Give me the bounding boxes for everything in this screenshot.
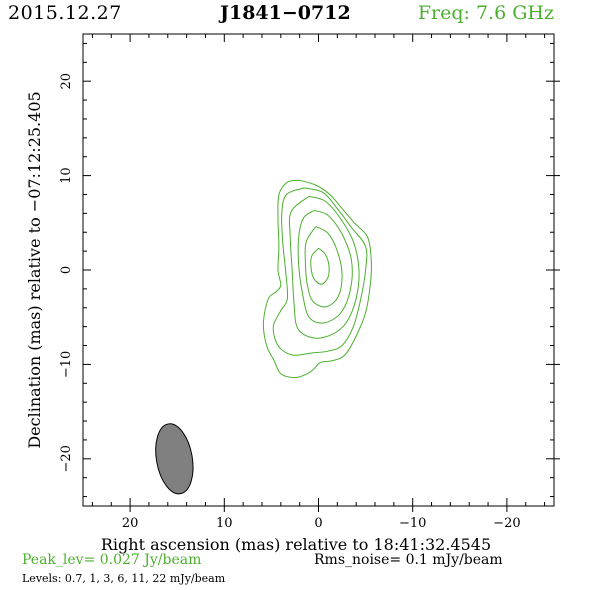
x-axis-label: Right ascension (mas) relative to 18:41:… [101,535,491,554]
contour-levels: Levels: 0.7, 1, 3, 6, 11, 22 mJy/beam [22,572,226,585]
frequency-label: Freq: 7.6 GHz [417,2,554,24]
rms-noise: Rms_noise= 0.1 mJy/beam [314,552,503,568]
axis-tick-labels: 20 10 0 −10 −20 20 10 0 −10 −20 [59,73,521,531]
y-tick-label: 0 [59,266,74,274]
peak-level: Peak_lev= 0.027 Jy/beam [22,552,202,568]
y-tick-label: −20 [59,445,74,472]
source-name: J1841−0712 [220,2,351,24]
observation-date: 2015.12.27 [8,2,122,24]
x-tick-label: −20 [493,516,520,531]
x-tick-label: 20 [122,516,139,531]
y-tick-label: 10 [59,167,74,184]
beam-ellipse [155,423,194,495]
y-axis-label: Declination (mas) relative to −07:12:25.… [25,91,44,448]
beam-layer [155,423,194,495]
contour-11 [304,226,343,308]
y-tick-label: 20 [59,73,74,90]
contour-1 [272,187,368,356]
x-tick-label: 10 [216,516,233,531]
x-tick-label: −10 [399,516,426,531]
x-tick-label: 0 [314,516,322,531]
contour-22 [310,247,330,285]
contour-6 [297,210,353,324]
plot-frame [82,33,555,507]
axis-ticks [83,34,560,512]
contour-3 [288,195,360,339]
contour-layer [262,179,372,379]
y-tick-label: −10 [59,351,74,378]
contour-0.7 [262,179,372,379]
